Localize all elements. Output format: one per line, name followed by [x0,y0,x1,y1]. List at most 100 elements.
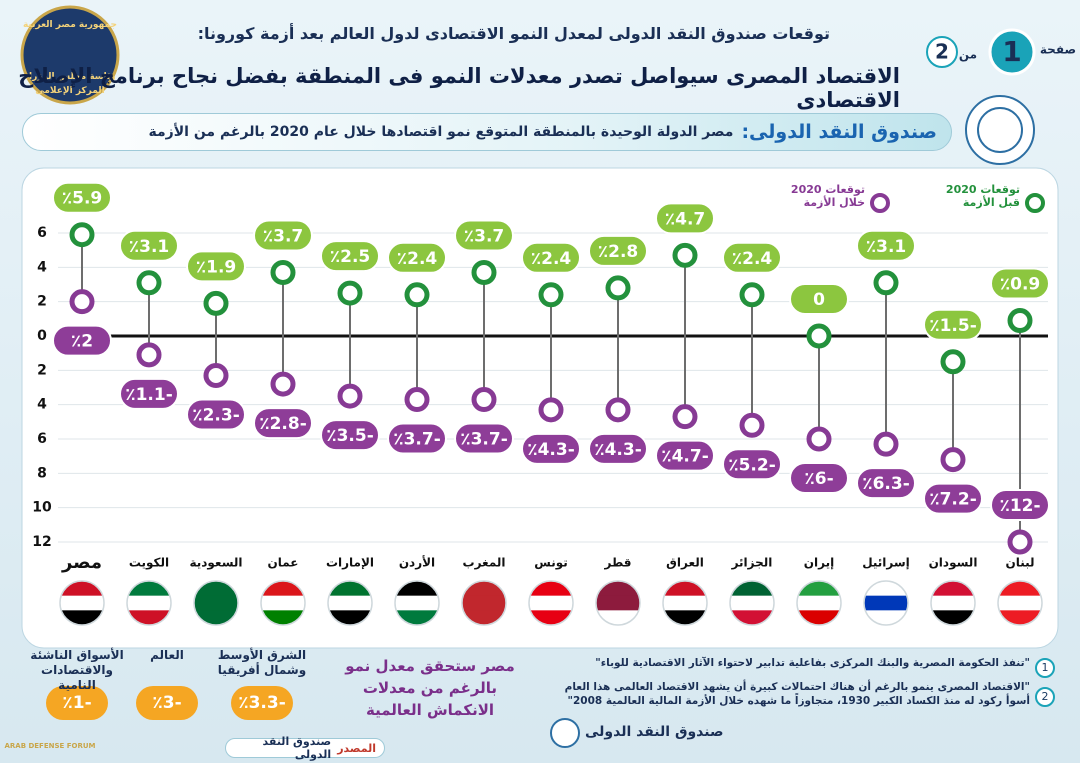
data-point [136,342,162,368]
flag-rim [528,580,574,626]
data-point [404,282,430,308]
subtitle: توقعات صندوق النقد الدولى لمعدل النمو ال… [197,24,830,43]
legend-marker [870,193,890,213]
logo-seal [20,5,120,105]
flag-stripe [730,595,774,611]
label-badge [923,482,983,515]
flag-rim [327,580,373,626]
imf-logo [965,95,1035,165]
region: الشرق الأوسط وشمال أفريقيا ٪3.3- [202,648,322,720]
quote-number: 1 [1042,661,1049,674]
value-label: ٪2.4 [531,249,572,269]
flag-rim [260,580,306,626]
flag-rim [461,580,507,626]
value-label: ٪3.7- [393,430,441,450]
data-point [739,282,765,308]
value-label: ٪3.1 [129,237,170,257]
data-point [69,289,95,315]
data-point [538,397,564,423]
value-label: ٪2.5 [330,247,371,267]
data-point [940,349,966,375]
quote-number-badge [1035,687,1055,707]
flag-rim [930,580,976,626]
label-badge [588,432,648,465]
flag-stripe [931,595,975,611]
value-label: ٪3.7- [460,430,508,450]
category-label: إسرائيل [862,556,910,570]
label-badge [387,241,447,274]
data-point [69,222,95,248]
label-badge [789,283,849,315]
data-point [404,387,430,413]
value-label: ٪2.4 [732,249,773,269]
label-badge [119,377,179,410]
category-label: عمان [268,556,299,570]
flag-rim [126,580,172,626]
value-label: ٪7.2- [929,490,977,510]
value-label: ٪4.3- [527,440,575,460]
value-label: ٪3.5- [326,426,374,446]
label-badge [52,181,112,214]
flag-stripe [60,595,104,611]
flag-rim [863,580,909,626]
y-tick-label: 2 [37,362,47,378]
data-point [203,290,229,316]
imf-logo [977,107,1023,153]
value-label: ٪6- [804,469,833,489]
category-label: العراق [666,556,704,570]
label-badge [655,439,715,472]
flag-rim [997,580,1043,626]
flag-stripe [194,595,238,611]
imf-logo [550,718,580,748]
source: المصدر صندوق النقد الدولى [225,735,385,761]
flag-stripe [998,581,1042,597]
quotes: "تنفذ الحكومة المصرية والبنك المركزى بفا… [540,656,1030,708]
watermark: ARAB DEFENSE FORUM [4,742,96,750]
page-label: صفحة [1040,43,1076,57]
data-point [270,259,296,285]
category-label: السودان [929,556,978,571]
label-badge [655,202,715,235]
flag-stripe [529,581,573,597]
y-tick-label: 10 [32,500,52,516]
data-point [806,426,832,452]
label-badge [52,324,112,357]
value-label: ٪0.9 [1000,275,1041,295]
flag-stripe [730,581,774,597]
flag-stripe [864,595,908,611]
logo-line: المركز الإعلامى [35,86,105,96]
flag-stripe [529,595,573,611]
data-point [873,270,899,296]
label-badge [253,219,313,252]
label-badge [387,422,447,455]
value-label: ٪2.4 [397,249,438,269]
data-point [1007,308,1033,334]
region: الأسواق الناشئة والاقتصادات النامية ٪1- [22,648,132,720]
label-badge [856,467,916,500]
category-label: الكويت [129,556,169,571]
category-label: تونس [534,556,568,571]
data-point [1007,529,1033,555]
value-label: 0 [813,290,825,310]
flag-stripe [328,581,372,597]
legend-label: توقعات 2020 قبل الأزمة [945,183,1020,209]
flag-rim [193,580,239,626]
y-tick-label: 6 [37,431,47,447]
data-point [203,362,229,388]
y-tick-label: 2 [37,294,47,310]
flag-rim [394,580,440,626]
quote: "الاقتصاد المصرى ينمو بالرغم أن هناك احت… [564,681,1030,707]
value-label: ٪2.3- [192,405,240,425]
flag-rim [729,580,775,626]
region-value: ٪3.3- [231,686,293,720]
label-badge [119,229,179,262]
value-label: ٪3.7 [263,226,304,246]
data-point [270,371,296,397]
region-value: ٪3- [136,686,198,720]
flag-stripe [864,581,908,597]
data-point [538,282,564,308]
label-badge [253,407,313,440]
label-badge [722,448,782,481]
